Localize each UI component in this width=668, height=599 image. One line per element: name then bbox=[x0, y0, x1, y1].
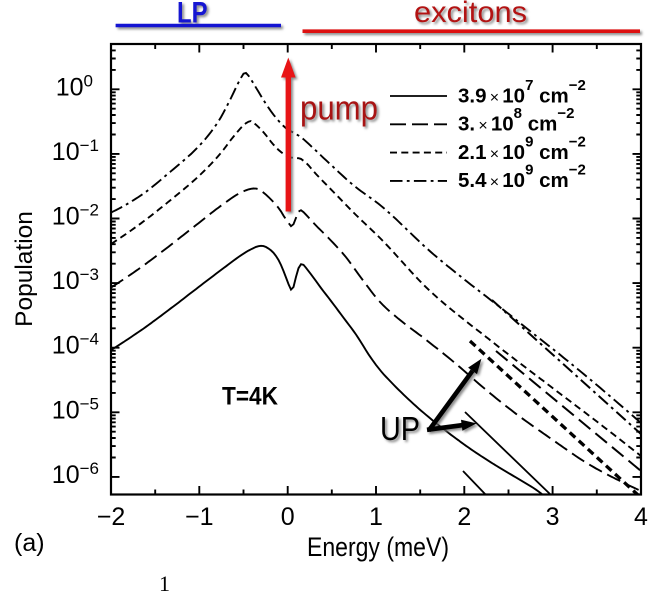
svg-text:1: 1 bbox=[159, 571, 170, 596]
svg-text:−2: −2 bbox=[97, 503, 126, 531]
svg-text:−1: −1 bbox=[185, 503, 214, 531]
svg-text:Energy (meV): Energy (meV) bbox=[307, 532, 449, 562]
svg-text:3: 3 bbox=[546, 503, 560, 531]
svg-text:(a): (a) bbox=[14, 529, 45, 557]
svg-text:2: 2 bbox=[457, 503, 471, 531]
svg-text:0: 0 bbox=[281, 503, 295, 531]
svg-text:pump: pump bbox=[300, 90, 378, 128]
svg-text:UP: UP bbox=[380, 410, 420, 447]
svg-text:T=4K: T=4K bbox=[222, 383, 278, 411]
svg-text:Population: Population bbox=[11, 211, 38, 327]
svg-text:1: 1 bbox=[369, 503, 383, 531]
svg-text:excitons: excitons bbox=[414, 0, 527, 29]
svg-text:4: 4 bbox=[634, 503, 648, 531]
